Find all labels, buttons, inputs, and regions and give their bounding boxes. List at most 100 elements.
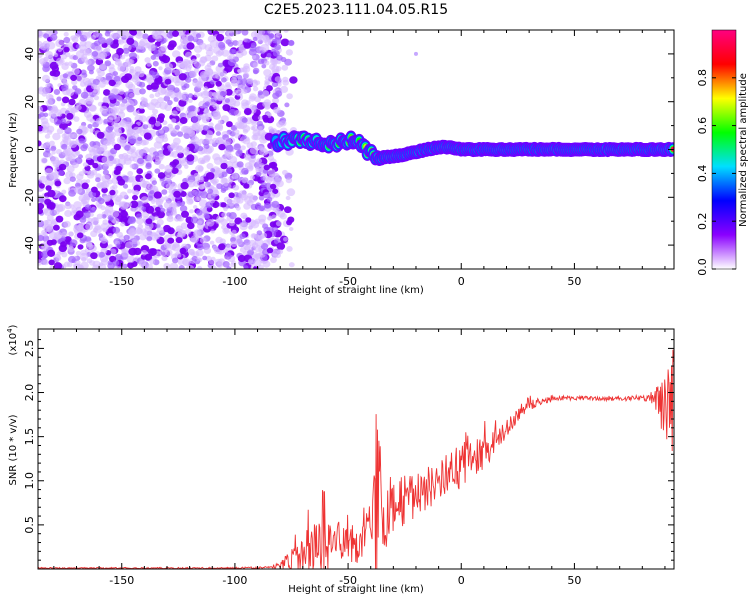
noise-speckle xyxy=(206,162,214,170)
noise-speckle xyxy=(174,125,180,130)
noise-speckle xyxy=(178,265,185,269)
noise-speckle xyxy=(158,129,164,134)
noise-speckle xyxy=(119,210,128,218)
noise-speckle xyxy=(257,90,263,96)
noise-speckle xyxy=(122,263,128,269)
noise-speckle xyxy=(228,192,235,199)
noise-speckle xyxy=(169,262,179,269)
noise-speckle xyxy=(127,219,133,225)
noise-speckle xyxy=(65,171,74,179)
noise-speckle xyxy=(114,253,123,261)
noise-speckle xyxy=(215,218,221,224)
noise-speckle xyxy=(184,146,190,152)
noise-speckle xyxy=(167,43,175,51)
snr-panel: -150 -100 -50 0 50 0.51.01.52.02.5 Height of… xyxy=(6,324,675,595)
noise-speckle xyxy=(57,47,63,53)
noise-speckle xyxy=(158,30,164,34)
noise-speckle xyxy=(187,35,195,42)
noise-speckle xyxy=(198,138,205,144)
noise-speckle xyxy=(148,248,157,257)
noise-speckle xyxy=(131,238,138,245)
isolated-speckle xyxy=(413,51,418,56)
noise-speckle xyxy=(125,81,134,89)
noise-speckle xyxy=(149,189,155,195)
noise-speckle xyxy=(145,162,152,168)
noise-speckle xyxy=(108,244,113,249)
noise-speckle xyxy=(74,186,83,194)
noise-speckle xyxy=(273,173,280,179)
y-tick-label: 1.0 xyxy=(23,472,36,490)
noise-speckle xyxy=(42,231,48,237)
noise-speckle xyxy=(208,260,215,265)
noise-speckle xyxy=(228,30,234,34)
noise-speckle xyxy=(155,200,162,207)
noise-speckle xyxy=(167,100,173,106)
snr-plot-area xyxy=(38,349,674,569)
noise-speckle xyxy=(219,156,227,164)
noise-speckle xyxy=(260,243,269,250)
noise-speckle xyxy=(119,119,126,126)
noise-speckle xyxy=(128,175,136,183)
noise-speckle xyxy=(211,92,217,97)
noise-speckle xyxy=(125,58,133,66)
noise-speckle xyxy=(57,112,63,117)
noise-speckle xyxy=(146,236,153,242)
noise-speckle xyxy=(233,143,241,151)
noise-speckle xyxy=(55,39,65,48)
noise-speckle xyxy=(172,241,180,248)
noise-speckle xyxy=(141,100,148,107)
noise-speckle xyxy=(113,75,121,83)
noise-speckle xyxy=(99,105,109,114)
noise-speckle xyxy=(130,30,137,36)
noise-speckle xyxy=(45,83,51,88)
noise-speckle xyxy=(102,227,108,233)
noise-speckle xyxy=(154,215,159,220)
noise-speckle xyxy=(266,247,274,254)
noise-speckle xyxy=(67,133,75,140)
noise-speckle xyxy=(57,170,65,176)
noise-speckle xyxy=(39,112,45,118)
x-tick-label: 50 xyxy=(567,275,581,288)
noise-speckle xyxy=(271,81,279,88)
noise-speckle xyxy=(82,162,89,168)
noise-speckle xyxy=(49,61,59,70)
snr-series-group xyxy=(38,349,674,569)
noise-speckle xyxy=(119,54,126,60)
noise-speckle xyxy=(61,96,70,104)
noise-speckle xyxy=(202,255,208,261)
noise-speckle xyxy=(223,207,228,212)
noise-speckle xyxy=(95,117,104,125)
noise-speckle xyxy=(243,183,250,189)
noise-speckle xyxy=(164,164,173,173)
noise-speckle xyxy=(188,248,195,255)
noise-speckle xyxy=(121,62,127,68)
noise-speckle xyxy=(198,92,203,97)
noise-speckle xyxy=(39,58,47,65)
noise-speckle xyxy=(141,249,148,256)
noise-speckle xyxy=(267,30,273,34)
noise-speckle xyxy=(67,61,74,67)
noise-speckle xyxy=(38,202,45,210)
noise-speckle xyxy=(142,147,150,154)
noise-speckle xyxy=(164,175,172,182)
noise-speckle xyxy=(163,95,171,102)
noise-speckle xyxy=(272,50,280,57)
noise-speckle xyxy=(75,250,81,256)
noise-speckle xyxy=(50,220,57,226)
noise-speckle xyxy=(263,164,270,171)
noise-speckle xyxy=(75,30,82,35)
noise-speckle xyxy=(129,163,135,169)
noise-speckle xyxy=(108,233,113,238)
y-tick-label: 0.5 xyxy=(23,516,36,534)
noise-speckle xyxy=(158,163,165,170)
noise-speckle xyxy=(242,65,251,73)
noise-speckle xyxy=(133,87,142,96)
noise-speckle xyxy=(272,62,278,67)
noise-speckle xyxy=(243,202,251,210)
noise-speckle xyxy=(146,84,153,91)
noise-speckle xyxy=(154,159,162,166)
noise-speckle xyxy=(224,150,232,157)
noise-speckle xyxy=(196,81,204,89)
noise-speckle xyxy=(200,90,209,99)
noise-speckle xyxy=(181,210,189,218)
